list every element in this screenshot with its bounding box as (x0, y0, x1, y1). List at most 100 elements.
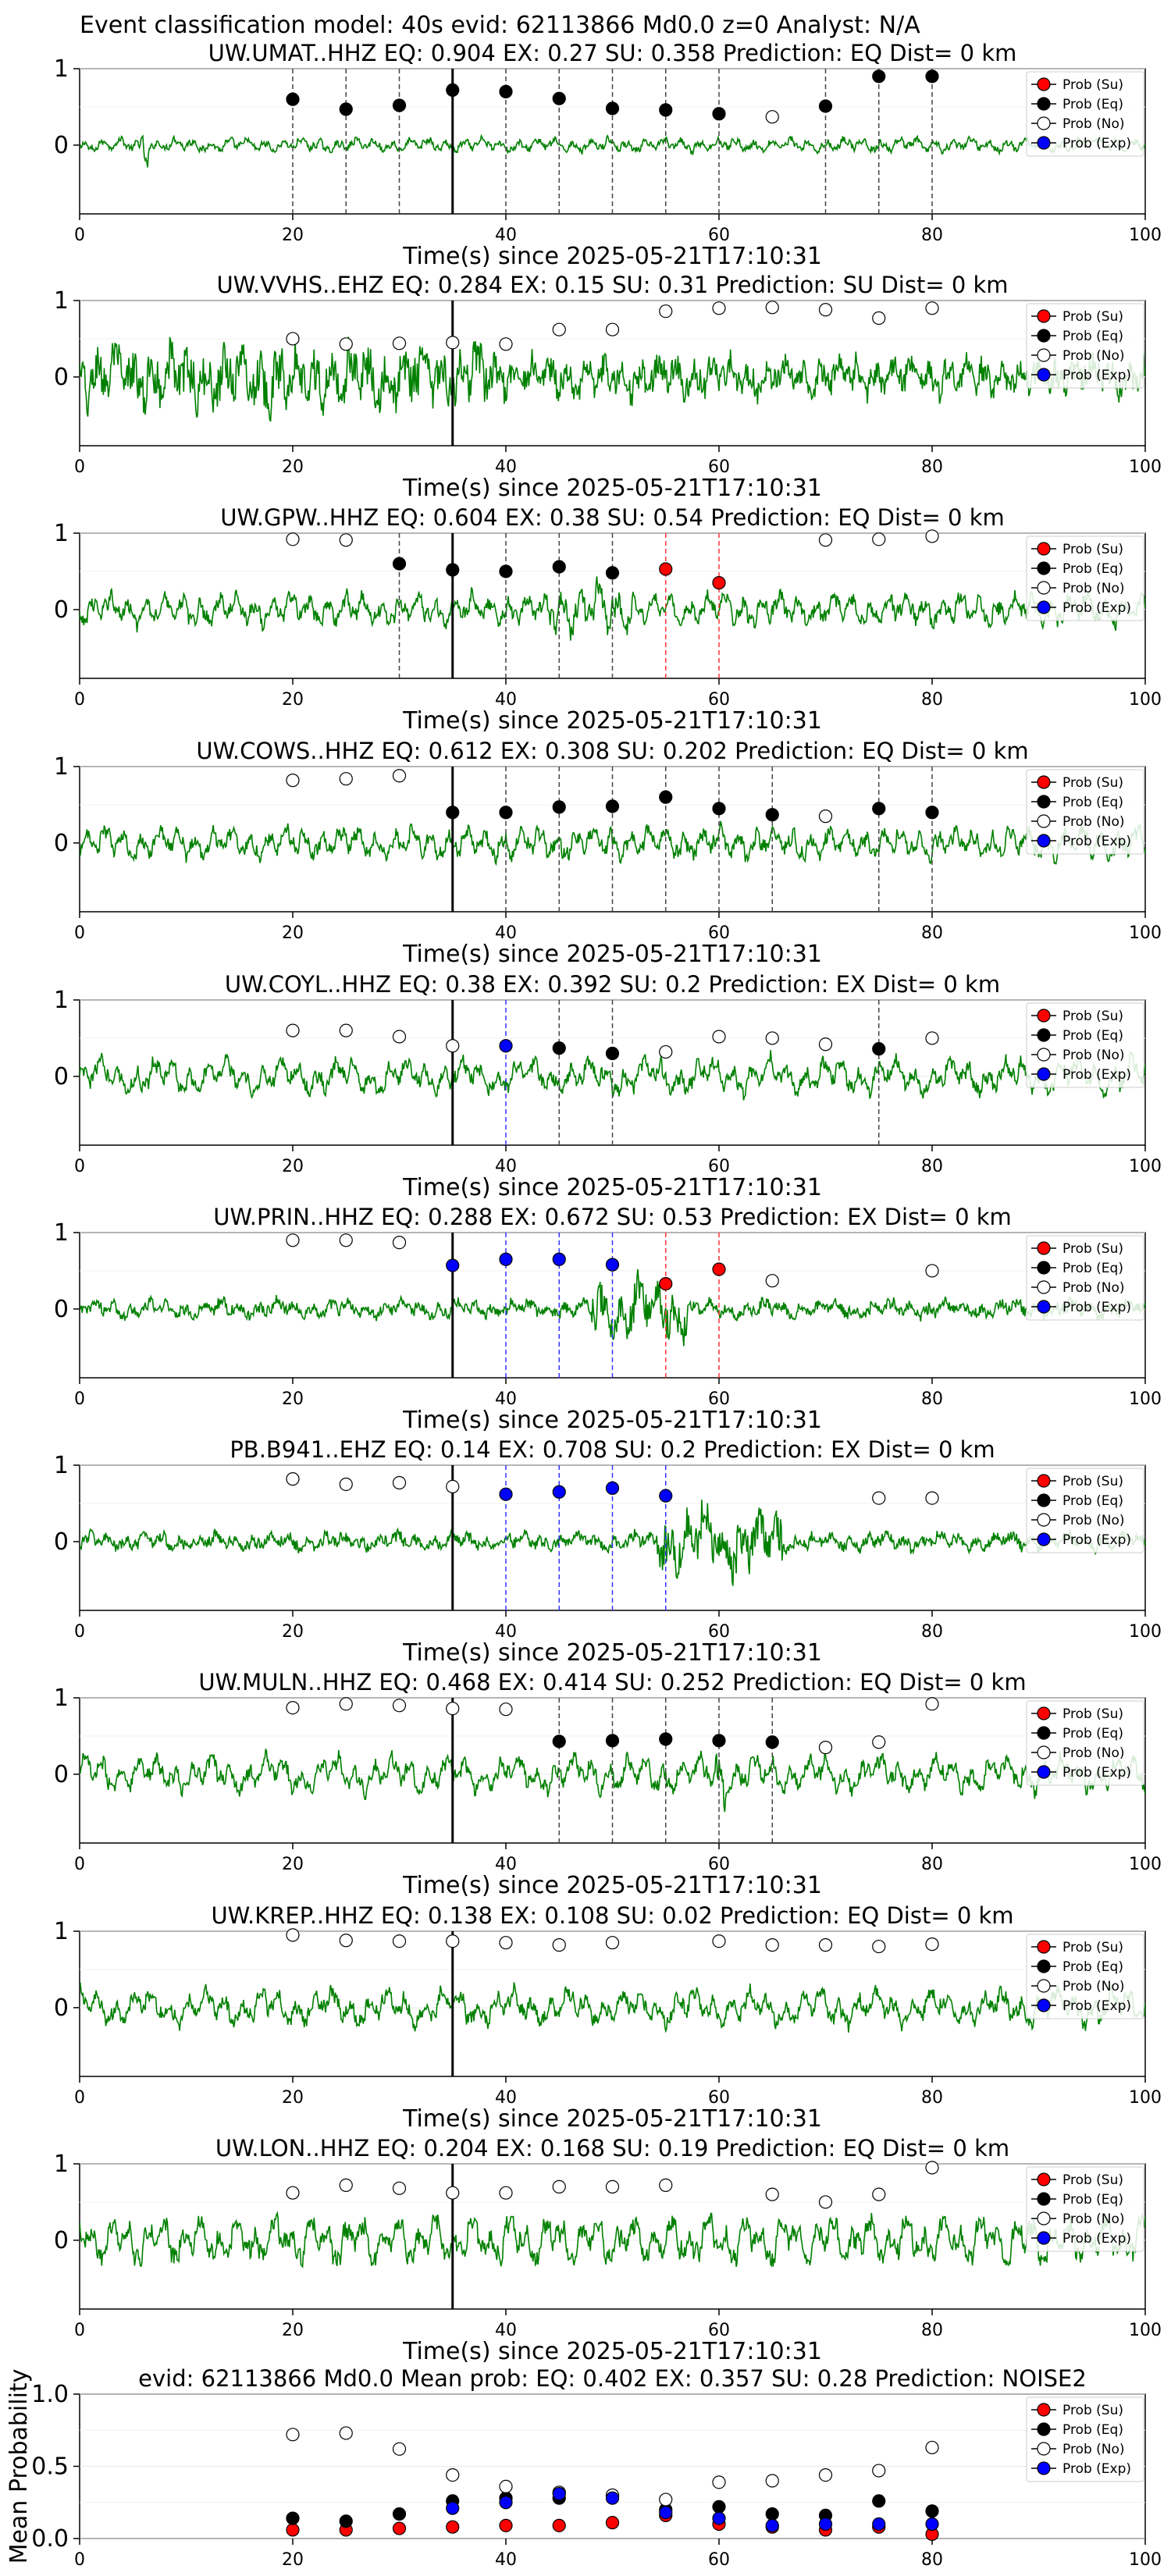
x-tick-label: 20 (282, 226, 304, 245)
legend-marker-exp (1037, 600, 1051, 614)
x-tick-label: 40 (495, 1389, 517, 1409)
x-tick-label: 40 (495, 457, 517, 477)
waveform-trace (80, 1050, 1145, 1101)
prob-marker-eq (552, 1735, 566, 1749)
prob-marker-eq (605, 1046, 620, 1061)
prob-marker-no (765, 110, 779, 124)
prob-marker-no (925, 301, 939, 315)
mean-marker-eq (339, 2514, 353, 2528)
legend-label-eq: Prob (Eq) (1062, 329, 1123, 344)
legend-label-no: Prob (No) (1062, 2211, 1125, 2227)
legend-label-exp: Prob (Exp) (1062, 1998, 1131, 2014)
legend-box (1026, 1468, 1144, 1553)
y-tick-label: 1 (54, 753, 69, 781)
legend-marker-eq (1037, 2192, 1051, 2206)
x-tick-label: 40 (495, 226, 517, 245)
legend-marker-exp (1037, 834, 1051, 848)
prob-marker-eq (925, 806, 939, 820)
prob-marker-no (446, 2186, 460, 2200)
prob-marker-exp (605, 1481, 620, 1495)
y-tick-label: 1.0 (31, 2381, 69, 2408)
legend: Prob (Su) Prob (Eq) Prob (No) Prob (Exp) (1026, 71, 1144, 157)
x-tick-label: 20 (282, 1157, 304, 1176)
prob-marker-no (872, 311, 886, 326)
y-tick-label: 0 (54, 1761, 69, 1788)
mean-marker-su (499, 2518, 513, 2532)
mean-marker-no (499, 2479, 513, 2493)
prob-marker-no (339, 1233, 353, 1247)
y-tick-label: 0 (54, 2227, 69, 2254)
prob-marker-no (925, 1491, 939, 1505)
legend-label-no: Prob (No) (1062, 814, 1125, 830)
y-tick-label: 0 (54, 1296, 69, 1323)
mean-marker-exp (605, 2491, 620, 2505)
prob-marker-eq (552, 91, 566, 105)
legend-marker-eq (1037, 1959, 1051, 1973)
legend-label-su: Prob (Su) (1062, 1474, 1123, 1489)
x-tick-label: 40 (495, 1157, 517, 1176)
prob-marker-eq (605, 1734, 620, 1748)
mean-marker-su (552, 2518, 566, 2532)
x-tick-label: 0 (74, 457, 85, 477)
mean-marker-no (925, 2440, 939, 2455)
legend-box (1026, 1002, 1144, 1088)
legend-label-su: Prob (Su) (1062, 2403, 1123, 2418)
legend: Prob (Su) Prob (Eq) Prob (No) Prob (Exp) (1026, 2396, 1144, 2482)
legend-box (1026, 2166, 1144, 2252)
prob-marker-no (765, 2187, 779, 2201)
mean-marker-exp (765, 2518, 779, 2532)
prob-marker-eq (659, 1732, 673, 1746)
legend-label-exp: Prob (Exp) (1062, 1300, 1131, 1315)
x-tick-label: 100 (1129, 2321, 1162, 2340)
prob-marker-eq (339, 102, 353, 116)
station-panel-5: UW.COYL..HHZ EQ: 0.38 EX: 0.392 SU: 0.2 … (54, 971, 1162, 1201)
legend-label-eq: Prob (Eq) (1062, 1726, 1123, 1742)
mean-marker-no (818, 2468, 833, 2482)
y-tick-label: 0 (54, 830, 69, 857)
legend-marker-no (1037, 1745, 1051, 1759)
x-tick-label: 60 (708, 1622, 730, 1642)
prob-marker-eq (286, 92, 300, 106)
legend-label-exp: Prob (Exp) (1062, 834, 1131, 849)
x-tick-label: 40 (495, 923, 517, 943)
x-tick-label: 20 (282, 457, 304, 477)
x-tick-label: 60 (708, 1157, 730, 1176)
prob-marker-no (765, 1274, 779, 1288)
y-tick-label: 1 (54, 987, 69, 1014)
x-tick-label: 100 (1129, 2088, 1162, 2108)
x-tick-label: 100 (1129, 1157, 1162, 1176)
prob-marker-no (446, 1039, 460, 1053)
mean-marker-eq (392, 2507, 407, 2521)
mean-marker-exp (925, 2517, 939, 2532)
prob-marker-no (872, 2187, 886, 2201)
prob-marker-no (446, 1479, 460, 1494)
prob-marker-eq (605, 799, 620, 813)
prob-marker-no (872, 1735, 886, 1749)
legend-label-no: Prob (No) (1062, 1745, 1125, 1761)
legend-marker-su (1037, 775, 1051, 789)
legend-marker-exp (1037, 368, 1051, 382)
legend-label-eq: Prob (Eq) (1062, 97, 1123, 112)
x-axis-label: Time(s) since 2025-05-21T17:10:31 (402, 1174, 822, 1201)
x-tick-label: 80 (921, 923, 943, 943)
legend: Prob (Su) Prob (Eq) Prob (No) Prob (Exp) (1026, 1002, 1144, 1088)
x-tick-label: 0 (74, 1855, 85, 1874)
legend-label-eq: Prob (Eq) (1062, 1959, 1123, 1975)
legend-marker-eq (1037, 1261, 1051, 1275)
legend-label-su: Prob (Su) (1062, 1009, 1123, 1024)
legend-label-eq: Prob (Eq) (1062, 1493, 1123, 1509)
prob-marker-no (392, 1699, 407, 1713)
legend-box (1026, 303, 1144, 389)
mean-marker-eq (872, 2494, 886, 2508)
legend: Prob (Su) Prob (Eq) Prob (No) Prob (Exp) (1026, 769, 1144, 855)
x-tick-label: 80 (921, 226, 943, 245)
panel-title: evid: 62113866 Md0.0 Mean prob: EQ: 0.40… (138, 2365, 1087, 2392)
legend-marker-eq (1037, 329, 1051, 343)
legend-label-su: Prob (Su) (1062, 2172, 1123, 2188)
prob-marker-no (712, 301, 726, 315)
prob-marker-no (286, 1928, 300, 1942)
prob-marker-no (818, 1938, 833, 1952)
x-tick-label: 60 (708, 2321, 730, 2340)
prob-marker-no (925, 1937, 939, 1952)
prob-marker-eq (499, 806, 513, 820)
